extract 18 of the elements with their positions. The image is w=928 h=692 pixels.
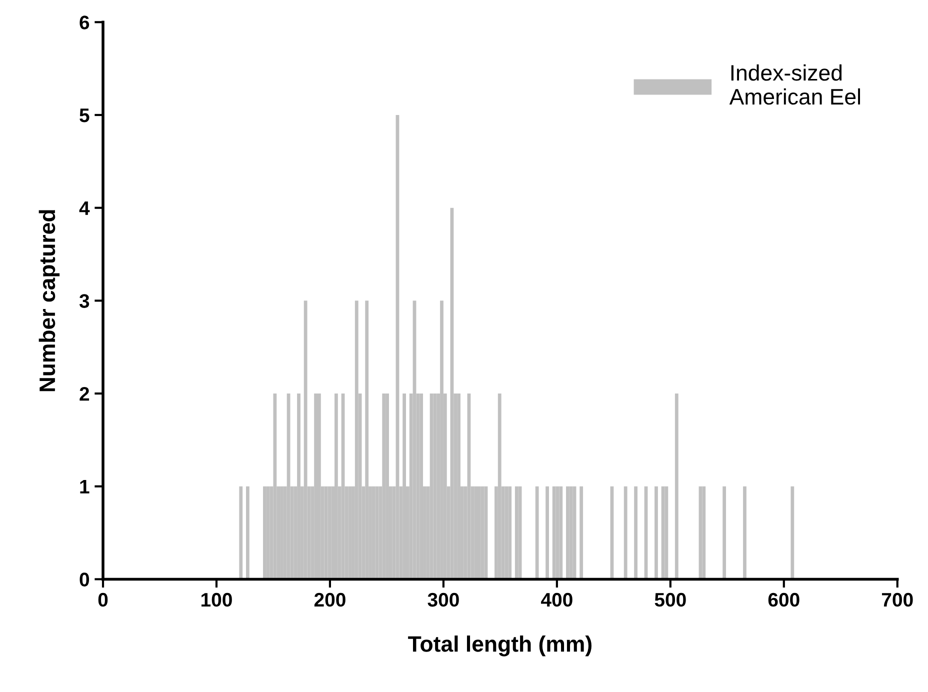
x-tick-label: 200 (314, 592, 346, 607)
y-tick-label: 1 (80, 480, 90, 494)
x-tick-label: 500 (654, 592, 686, 607)
x-axis-title: Total length (mm) (408, 636, 592, 656)
y-tick-label: 4 (79, 202, 90, 215)
y-tick-label: 5 (80, 108, 90, 122)
x-tick-label: 300 (428, 592, 459, 607)
x-tick-label: 100 (201, 592, 232, 607)
x-tick-label: 400 (541, 592, 572, 607)
y-tick-label: 6 (80, 16, 90, 30)
legend-label: Index-sized American Eel (729, 64, 860, 105)
x-tick-label: 0 (98, 592, 108, 607)
y-tick-label: 0 (80, 572, 90, 586)
x-tick-label: 600 (768, 592, 800, 607)
x-tick-label: 700 (882, 592, 913, 607)
y-tick-label: 2 (80, 386, 90, 401)
y-tick-label: 3 (79, 294, 90, 308)
y-axis-title: Number captured (38, 210, 60, 392)
